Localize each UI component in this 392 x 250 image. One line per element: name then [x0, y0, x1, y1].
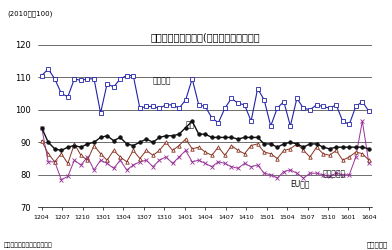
Title: 地域別輸出数量指数(季節調整値）の推移: 地域別輸出数量指数(季節調整値）の推移 [151, 32, 260, 42]
Text: (2010年＝100): (2010年＝100) [8, 10, 53, 16]
Text: EU向け: EU向け [290, 179, 310, 188]
Text: 米国向け: 米国向け [153, 77, 171, 86]
Text: アジア向け: アジア向け [323, 170, 346, 178]
Text: （年・月）: （年・月） [367, 241, 388, 248]
Text: （資料）財務省「貿易統計」: （資料）財務省「貿易統計」 [4, 242, 53, 248]
Text: 全体: 全体 [186, 121, 195, 130]
